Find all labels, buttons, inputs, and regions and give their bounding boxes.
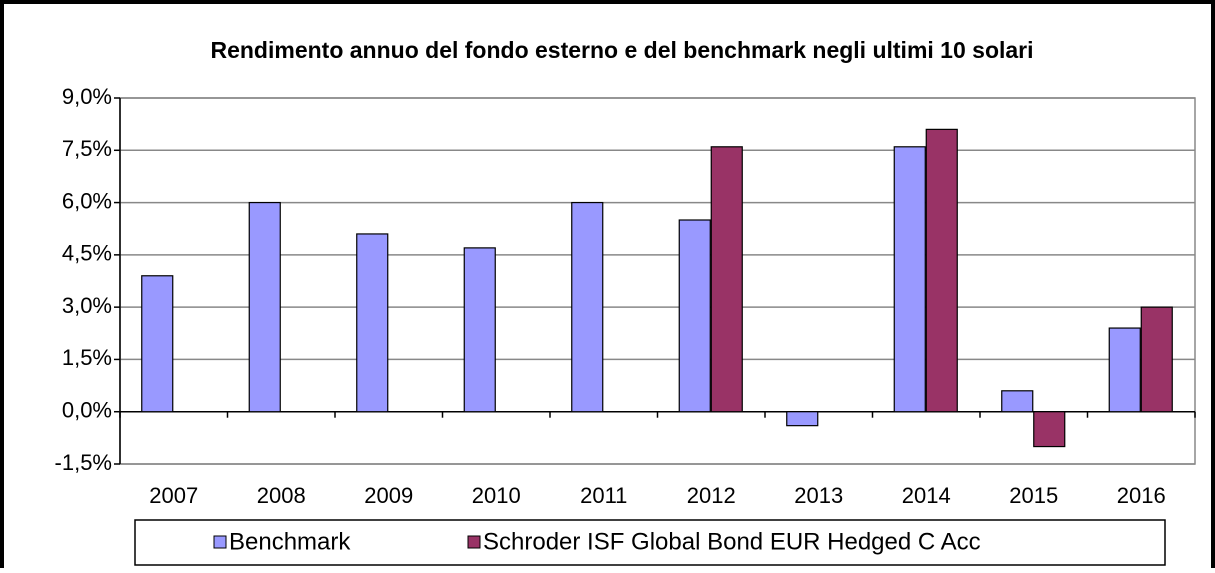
- y-tick-label: 9,0%: [62, 84, 112, 109]
- x-tick-label: 2016: [1117, 483, 1166, 508]
- y-tick-label: 1,5%: [62, 345, 112, 370]
- legend-box: [134, 519, 1166, 566]
- y-tick-label: 4,5%: [62, 241, 112, 266]
- bar: [248, 201, 281, 413]
- bar: [1033, 411, 1066, 448]
- legend-swatch: [467, 535, 481, 549]
- legend-swatch: [213, 535, 227, 549]
- x-tick-label: 2012: [687, 483, 736, 508]
- x-tick-label: 2008: [257, 483, 306, 508]
- bar: [463, 247, 496, 413]
- bar: [1108, 327, 1141, 413]
- legend-label: Schroder ISF Global Bond EUR Hedged C Ac…: [483, 528, 981, 555]
- bar: [571, 201, 604, 413]
- y-tick-label: 7,5%: [62, 136, 112, 161]
- bar: [786, 411, 819, 427]
- y-tick-label: 0,0%: [62, 398, 112, 423]
- bar: [925, 128, 958, 413]
- x-tick-label: 2007: [149, 483, 198, 508]
- y-tick-label: 3,0%: [62, 293, 112, 318]
- chart-title: Rendimento annuo del fondo esterno e del…: [210, 37, 1033, 63]
- bar: [893, 146, 926, 413]
- bar: [1140, 306, 1173, 413]
- y-tick-label: 6,0%: [62, 188, 112, 213]
- plot-area: [119, 97, 1196, 465]
- legend-label: Benchmark: [229, 528, 351, 555]
- x-tick-label: 2014: [902, 483, 951, 508]
- x-tick-label: 2011: [580, 483, 627, 508]
- bar: [141, 275, 174, 413]
- x-tick-label: 2009: [364, 483, 413, 508]
- y-tick-label: -1,5%: [55, 450, 112, 475]
- bar: [356, 233, 389, 413]
- x-tick-label: 2010: [472, 483, 521, 508]
- bar: [1001, 390, 1034, 413]
- bar: [710, 146, 743, 413]
- bar: [678, 219, 711, 413]
- x-tick-label: 2013: [794, 483, 843, 508]
- x-tick-label: 2015: [1009, 483, 1058, 508]
